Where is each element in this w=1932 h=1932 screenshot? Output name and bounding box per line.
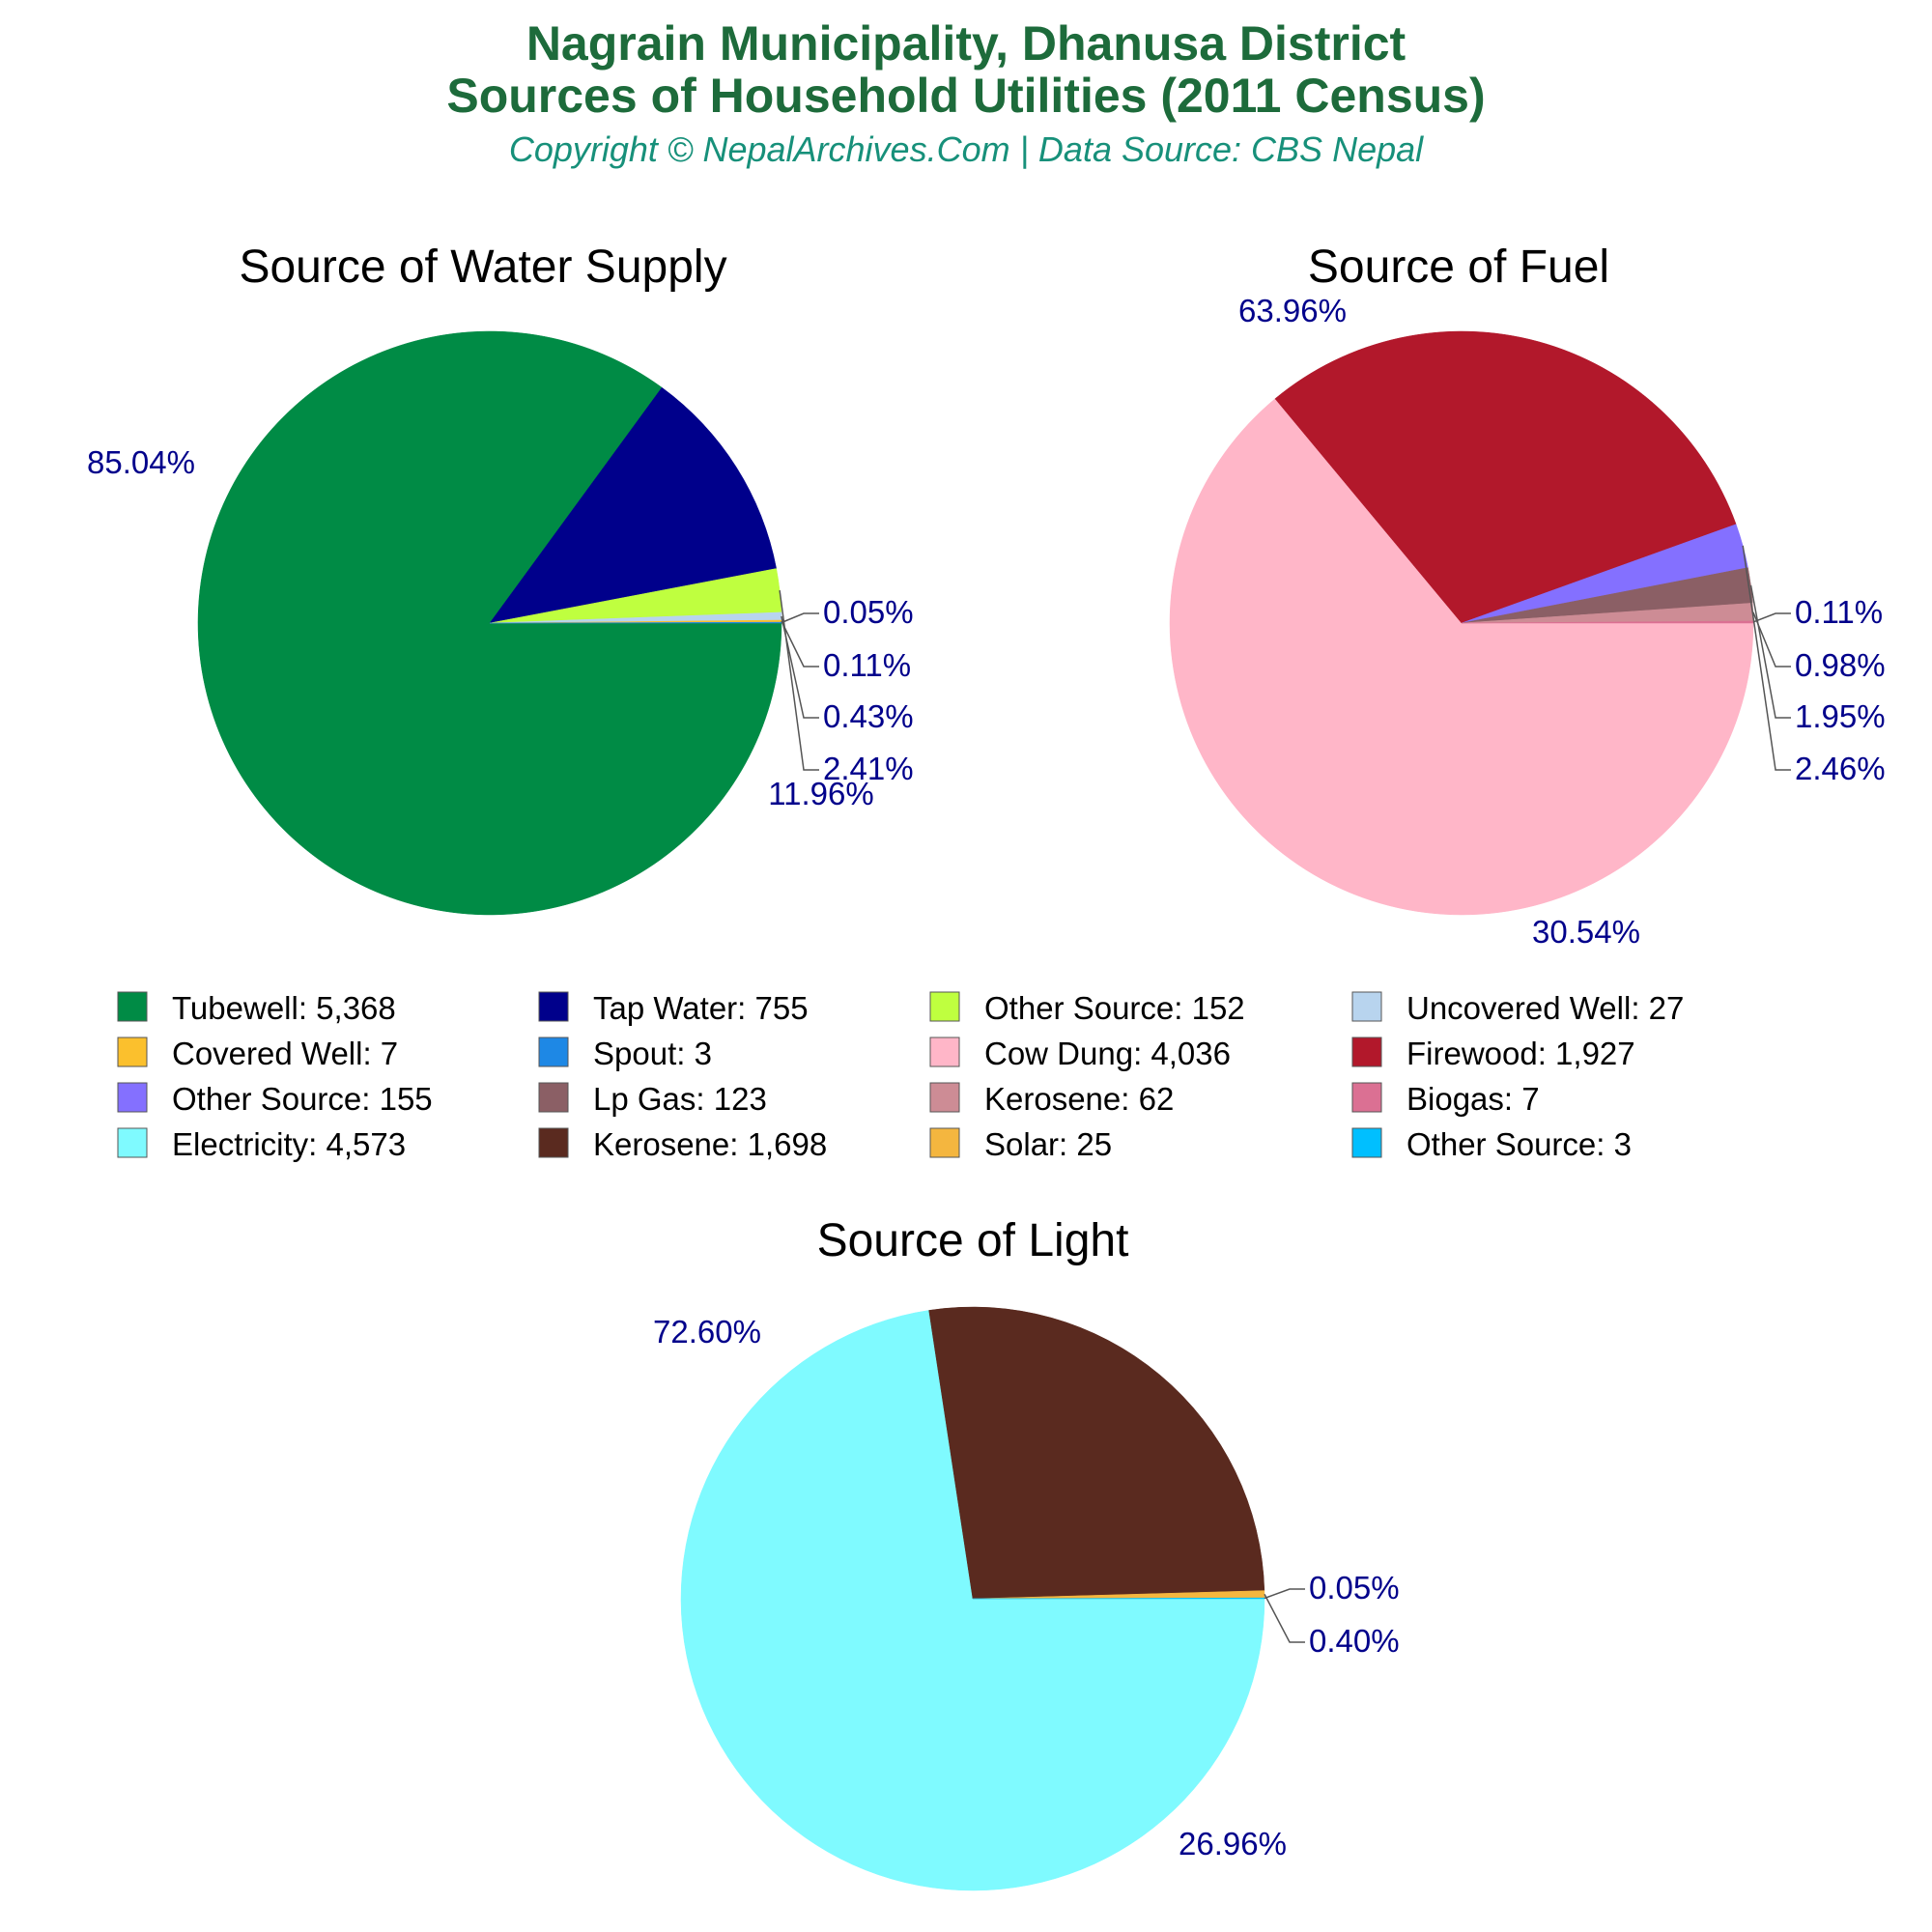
legend-label: Kerosene: 62: [984, 1081, 1174, 1117]
legend-label: Other Source: 3: [1406, 1126, 1632, 1162]
legend-item-covered-well-7: Covered Well: 7: [117, 1036, 398, 1071]
legend-item-other-source-155: Other Source: 155: [117, 1081, 433, 1117]
legend-label: Covered Well: 7: [172, 1036, 398, 1071]
legend-label: Tap Water: 755: [593, 990, 809, 1026]
legend-item-tubewell-5-368: Tubewell: 5,368: [117, 990, 396, 1026]
pie-title: Source of Fuel: [1308, 242, 1609, 293]
pct-label-biogas: 0.11%: [1795, 594, 1883, 630]
pct-label-firewood: 30.54%: [1532, 914, 1640, 950]
pie-slice-electricity: [680, 1310, 1265, 1891]
legend-swatch: [117, 991, 148, 1022]
legend-label: Other Source: 155: [172, 1081, 433, 1117]
chart-title-line1: Nagrain Municipality, Dhanusa District: [526, 16, 1406, 71]
legend-swatch: [538, 1127, 569, 1158]
legend-item-kerosene-62: Kerosene: 62: [929, 1081, 1174, 1117]
legend-swatch: [929, 1127, 960, 1158]
legend-label: Tubewell: 5,368: [172, 990, 396, 1026]
pie-slice-tap-water: [489, 386, 777, 624]
leader-line-lp-gas: [1749, 584, 1791, 719]
pie-title: Source of Water Supply: [239, 242, 726, 293]
pct-label-lp-gas: 1.95%: [1795, 698, 1886, 734]
legend-item-uncovered-well-27: Uncovered Well: 27: [1351, 990, 1684, 1026]
leader-line-spout: [781, 612, 819, 624]
legend-label: Firewood: 1,927: [1406, 1036, 1635, 1071]
legend-item-cow-dung-4-036: Cow Dung: 4,036: [929, 1036, 1231, 1071]
legend-swatch: [1351, 1037, 1382, 1067]
legend-label: Spout: 3: [593, 1036, 712, 1071]
leader-line-kerosene: [1752, 611, 1791, 668]
pie-title: Source of Light: [817, 1215, 1129, 1266]
legend-swatch: [929, 991, 960, 1022]
pie-chart-source-of-water-supply: Source of Water Supply 85.04% 11.96% 0.05% 0…: [87, 242, 914, 916]
leader-line-other-source: [1742, 545, 1791, 771]
pct-label-kerosene: 0.98%: [1795, 647, 1886, 683]
legend-label: Cow Dung: 4,036: [984, 1036, 1231, 1071]
legend-item-electricity-4-573: Electricity: 4,573: [117, 1126, 406, 1162]
pie-slice-cow-dung: [1169, 398, 1754, 916]
leader-line-uncovered-well: [781, 615, 819, 719]
legend-item-other-source-152: Other Source: 152: [929, 990, 1245, 1026]
legend-item-firewood-1-927: Firewood: 1,927: [1351, 1036, 1635, 1071]
legend-swatch: [538, 1082, 569, 1113]
leader-line-solar: [1264, 1593, 1305, 1643]
leader-line-other-source: [1264, 1588, 1305, 1600]
legend-swatch: [538, 1037, 569, 1067]
leader-line-covered-well: [781, 620, 819, 668]
pct-label-other-source: 2.41%: [823, 751, 914, 786]
legend-swatch: [117, 1082, 148, 1113]
chart-subtitle: Copyright © NepalArchives.Com | Data Sou…: [508, 129, 1424, 169]
legend-item-solar-25: Solar: 25: [929, 1126, 1112, 1162]
legend-item-biogas-7: Biogas: 7: [1351, 1081, 1540, 1117]
pct-label-tap-water: 11.96%: [768, 776, 873, 811]
legend-swatch: [1351, 1127, 1382, 1158]
pct-label-solar: 0.40%: [1309, 1623, 1400, 1659]
pct-label-other-source: 2.46%: [1795, 751, 1886, 786]
legend-item-tap-water-755: Tap Water: 755: [538, 990, 809, 1026]
pct-label-tubewell: 85.04%: [87, 444, 195, 480]
pie-chart-source-of-light: Source of Light 72.60% 26.96% 0.05% 0.40%: [653, 1215, 1400, 1891]
legend-label: Uncovered Well: 27: [1406, 990, 1684, 1026]
legend: Tubewell: 5,368 Tap Water: 755 Other Sourc…: [117, 990, 1684, 1162]
legend-label: Biogas: 7: [1406, 1081, 1540, 1117]
leader-line-biogas: [1752, 612, 1791, 623]
pct-label-uncovered-well: 0.43%: [823, 698, 914, 734]
legend-label: Solar: 25: [984, 1126, 1112, 1162]
legend-label: Other Source: 152: [984, 990, 1245, 1026]
pie-slice-kerosene: [928, 1306, 1265, 1600]
pct-label-spout: 0.05%: [823, 594, 914, 630]
legend-swatch: [1351, 1082, 1382, 1113]
legend-item-lp-gas-123: Lp Gas: 123: [538, 1081, 767, 1117]
legend-swatch: [1351, 991, 1382, 1022]
legend-swatch: [929, 1037, 960, 1067]
legend-item-other-source-3: Other Source: 3: [1351, 1126, 1632, 1162]
legend-item-spout-3: Spout: 3: [538, 1036, 712, 1071]
pct-label-electricity: 72.60%: [653, 1314, 761, 1350]
legend-swatch: [117, 1037, 148, 1067]
legend-label: Kerosene: 1,698: [593, 1126, 827, 1162]
pct-label-other-source: 0.05%: [1309, 1570, 1400, 1605]
legend-label: Electricity: 4,573: [172, 1126, 406, 1162]
pct-label-kerosene: 26.96%: [1179, 1826, 1287, 1861]
pct-label-covered-well: 0.11%: [823, 647, 911, 683]
legend-item-kerosene-1-698: Kerosene: 1,698: [538, 1126, 827, 1162]
legend-swatch: [538, 991, 569, 1022]
pie-slice-firewood: [1274, 330, 1737, 624]
legend-swatch: [929, 1082, 960, 1113]
legend-label: Lp Gas: 123: [593, 1081, 767, 1117]
pct-label-cow-dung: 63.96%: [1238, 293, 1347, 328]
leader-line-other-source: [779, 590, 819, 771]
chart-title-line2: Sources of Household Utilities (2011 Cen…: [446, 69, 1486, 123]
legend-swatch: [117, 1127, 148, 1158]
